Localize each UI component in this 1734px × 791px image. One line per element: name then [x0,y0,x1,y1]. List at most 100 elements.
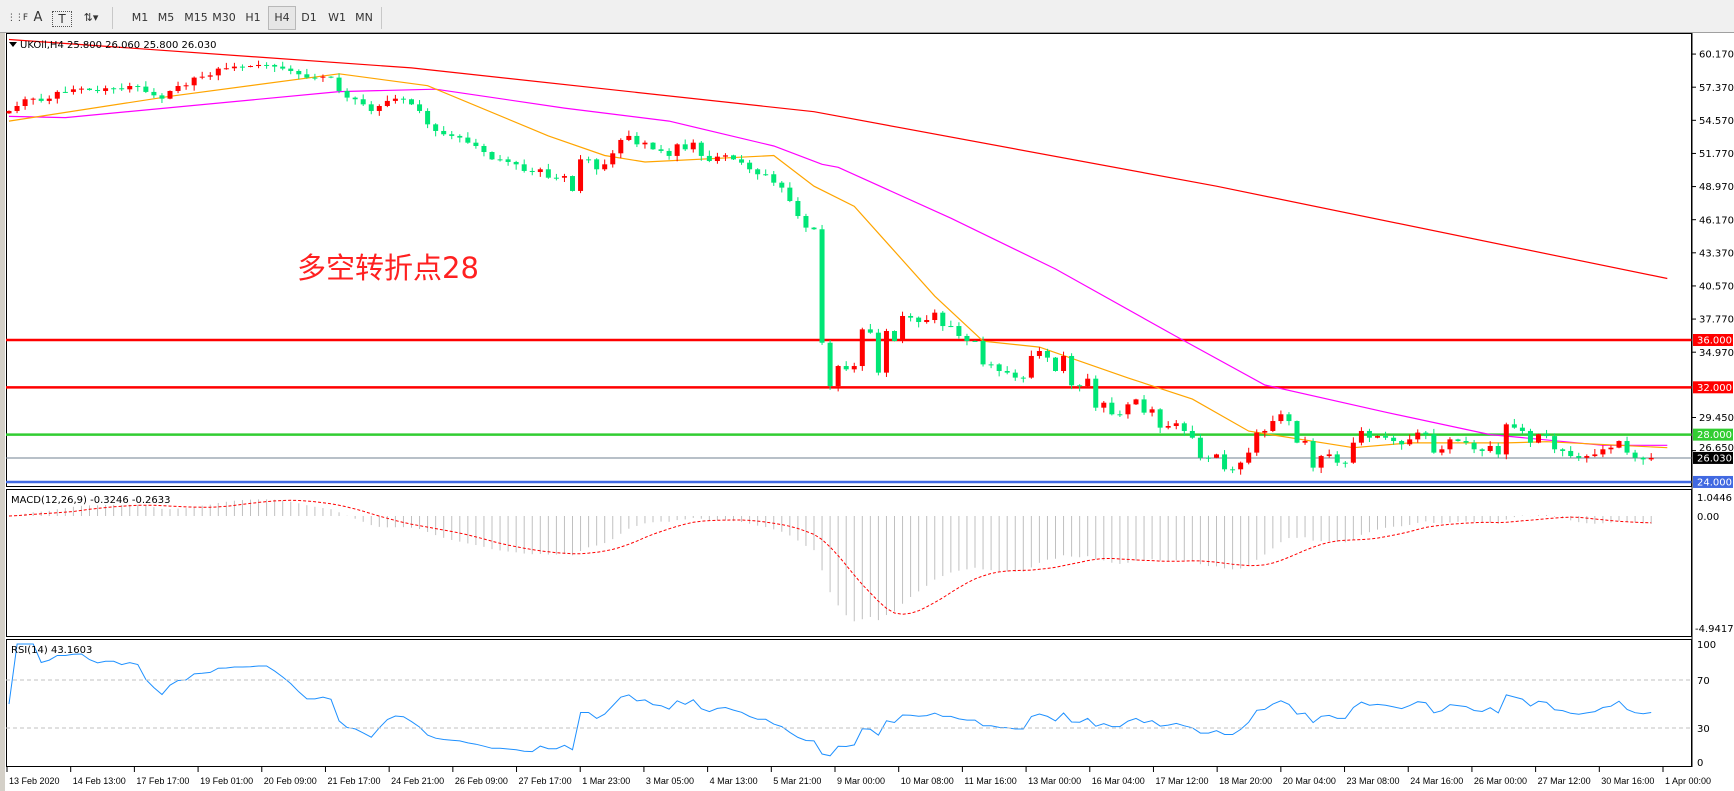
timeframe-m1-button[interactable]: M1 [131,11,149,24]
candle [714,152,720,164]
candle-body [417,104,423,111]
candle-body [803,216,809,228]
candle [1117,410,1123,418]
chart-background [0,33,1734,791]
price-axis: 36.000 32.000 28.000 26.030 24.000 60.170 57.3… [1691,33,1734,767]
candle [223,62,229,70]
candle [1165,421,1171,430]
candle-body [1101,402,1107,408]
rsi-label: RSI(14) 43.1603 [11,645,92,656]
time-axis-label: 26 Feb 09:00 [455,776,508,786]
collapse-triangle-icon[interactable] [9,42,17,47]
time-axis-label: 21 Feb 17:00 [327,776,380,786]
candle-body [1165,426,1171,428]
candle [400,96,406,104]
candle [103,85,109,95]
candle [239,64,245,71]
candle [529,167,535,176]
candle [1608,445,1614,454]
candle-body [1608,447,1614,450]
horizontal-lines [6,338,1692,484]
candle [1463,436,1469,445]
rsi-line [8,643,1652,757]
candle-body [1431,434,1437,453]
candle [1495,442,1501,458]
candle [409,98,414,105]
text-label-icon[interactable]: T [52,11,72,27]
candle [779,181,785,193]
candle-body [940,312,946,327]
candle [1391,434,1397,445]
candle [722,153,728,161]
candle-body [642,142,648,145]
candle-body [376,106,382,111]
text-icon[interactable]: A [33,10,43,25]
candle [449,131,455,140]
macd-axis-label-top: 1.0446 [1697,493,1732,504]
candle [682,139,688,151]
time-axis-label: 5 Mar 21:00 [773,776,821,786]
candle-body [916,317,922,323]
candle [1536,433,1541,444]
candle-body [1455,439,1461,442]
candle [658,144,664,154]
candle [1173,420,1179,430]
candle-body [1600,449,1606,455]
timeframe-w1-button[interactable]: W1 [328,11,346,24]
price-tag-28.000: 28.000 [1697,430,1732,441]
rsi-series [8,643,1652,757]
candle [1624,436,1630,455]
timeframe-m15-button[interactable]: M15 [184,11,208,24]
chart-title: UKOil,H4 25.800 26.060 25.800 26.030 [20,40,217,51]
candle-body [215,68,221,76]
candle [618,138,624,159]
candle-body [698,142,704,156]
price-axis-label: 46.170 [1699,215,1734,226]
price-axis-label: 60.170 [1699,50,1734,61]
candle-body [722,155,728,157]
candle [763,169,769,176]
candle [135,84,141,92]
candle [256,60,262,69]
candle [755,168,761,180]
candle-body [1463,441,1469,443]
candle-body [827,342,833,387]
candle-body [489,152,495,160]
candle-body [1044,351,1050,358]
candle [360,94,366,107]
candle [199,71,205,80]
candle [811,227,817,230]
candle [441,126,447,136]
candle-body [103,88,109,91]
candle-body [30,98,36,100]
macd-label: MACD(12,26,9) -0.3246 -0.2633 [11,495,171,506]
arrows-icon[interactable]: ⇅▾ [83,11,99,24]
candle [1334,451,1340,466]
candle [545,163,551,179]
candle-body [731,155,736,160]
candle [175,81,181,94]
timeframe-h1-button[interactable]: H1 [245,11,261,24]
candle [1544,429,1550,439]
timeframe-m5-button[interactable]: M5 [157,11,175,24]
candle-body [239,66,245,68]
grid-fibo-icon[interactable]: ⋮⋮F [6,13,28,23]
candle [1109,397,1115,416]
timeframe-h4-button[interactable]: H4 [268,6,296,30]
candle-body [433,124,439,131]
candle [119,83,125,91]
candle [819,224,825,345]
timeframe-m30-button[interactable]: M30 [212,11,236,24]
candle-body [127,86,133,90]
candle [288,65,294,75]
candle [1181,421,1187,436]
candle-body [1576,456,1582,458]
time-axis-label: 19 Feb 01:00 [200,776,253,786]
timeframe-d1-button[interactable]: D1 [301,11,317,24]
candle-body [449,134,455,136]
candle-body [54,91,60,99]
candle [851,362,857,373]
candle [1262,429,1268,438]
timeframe-mn-button[interactable]: MN [355,11,373,24]
